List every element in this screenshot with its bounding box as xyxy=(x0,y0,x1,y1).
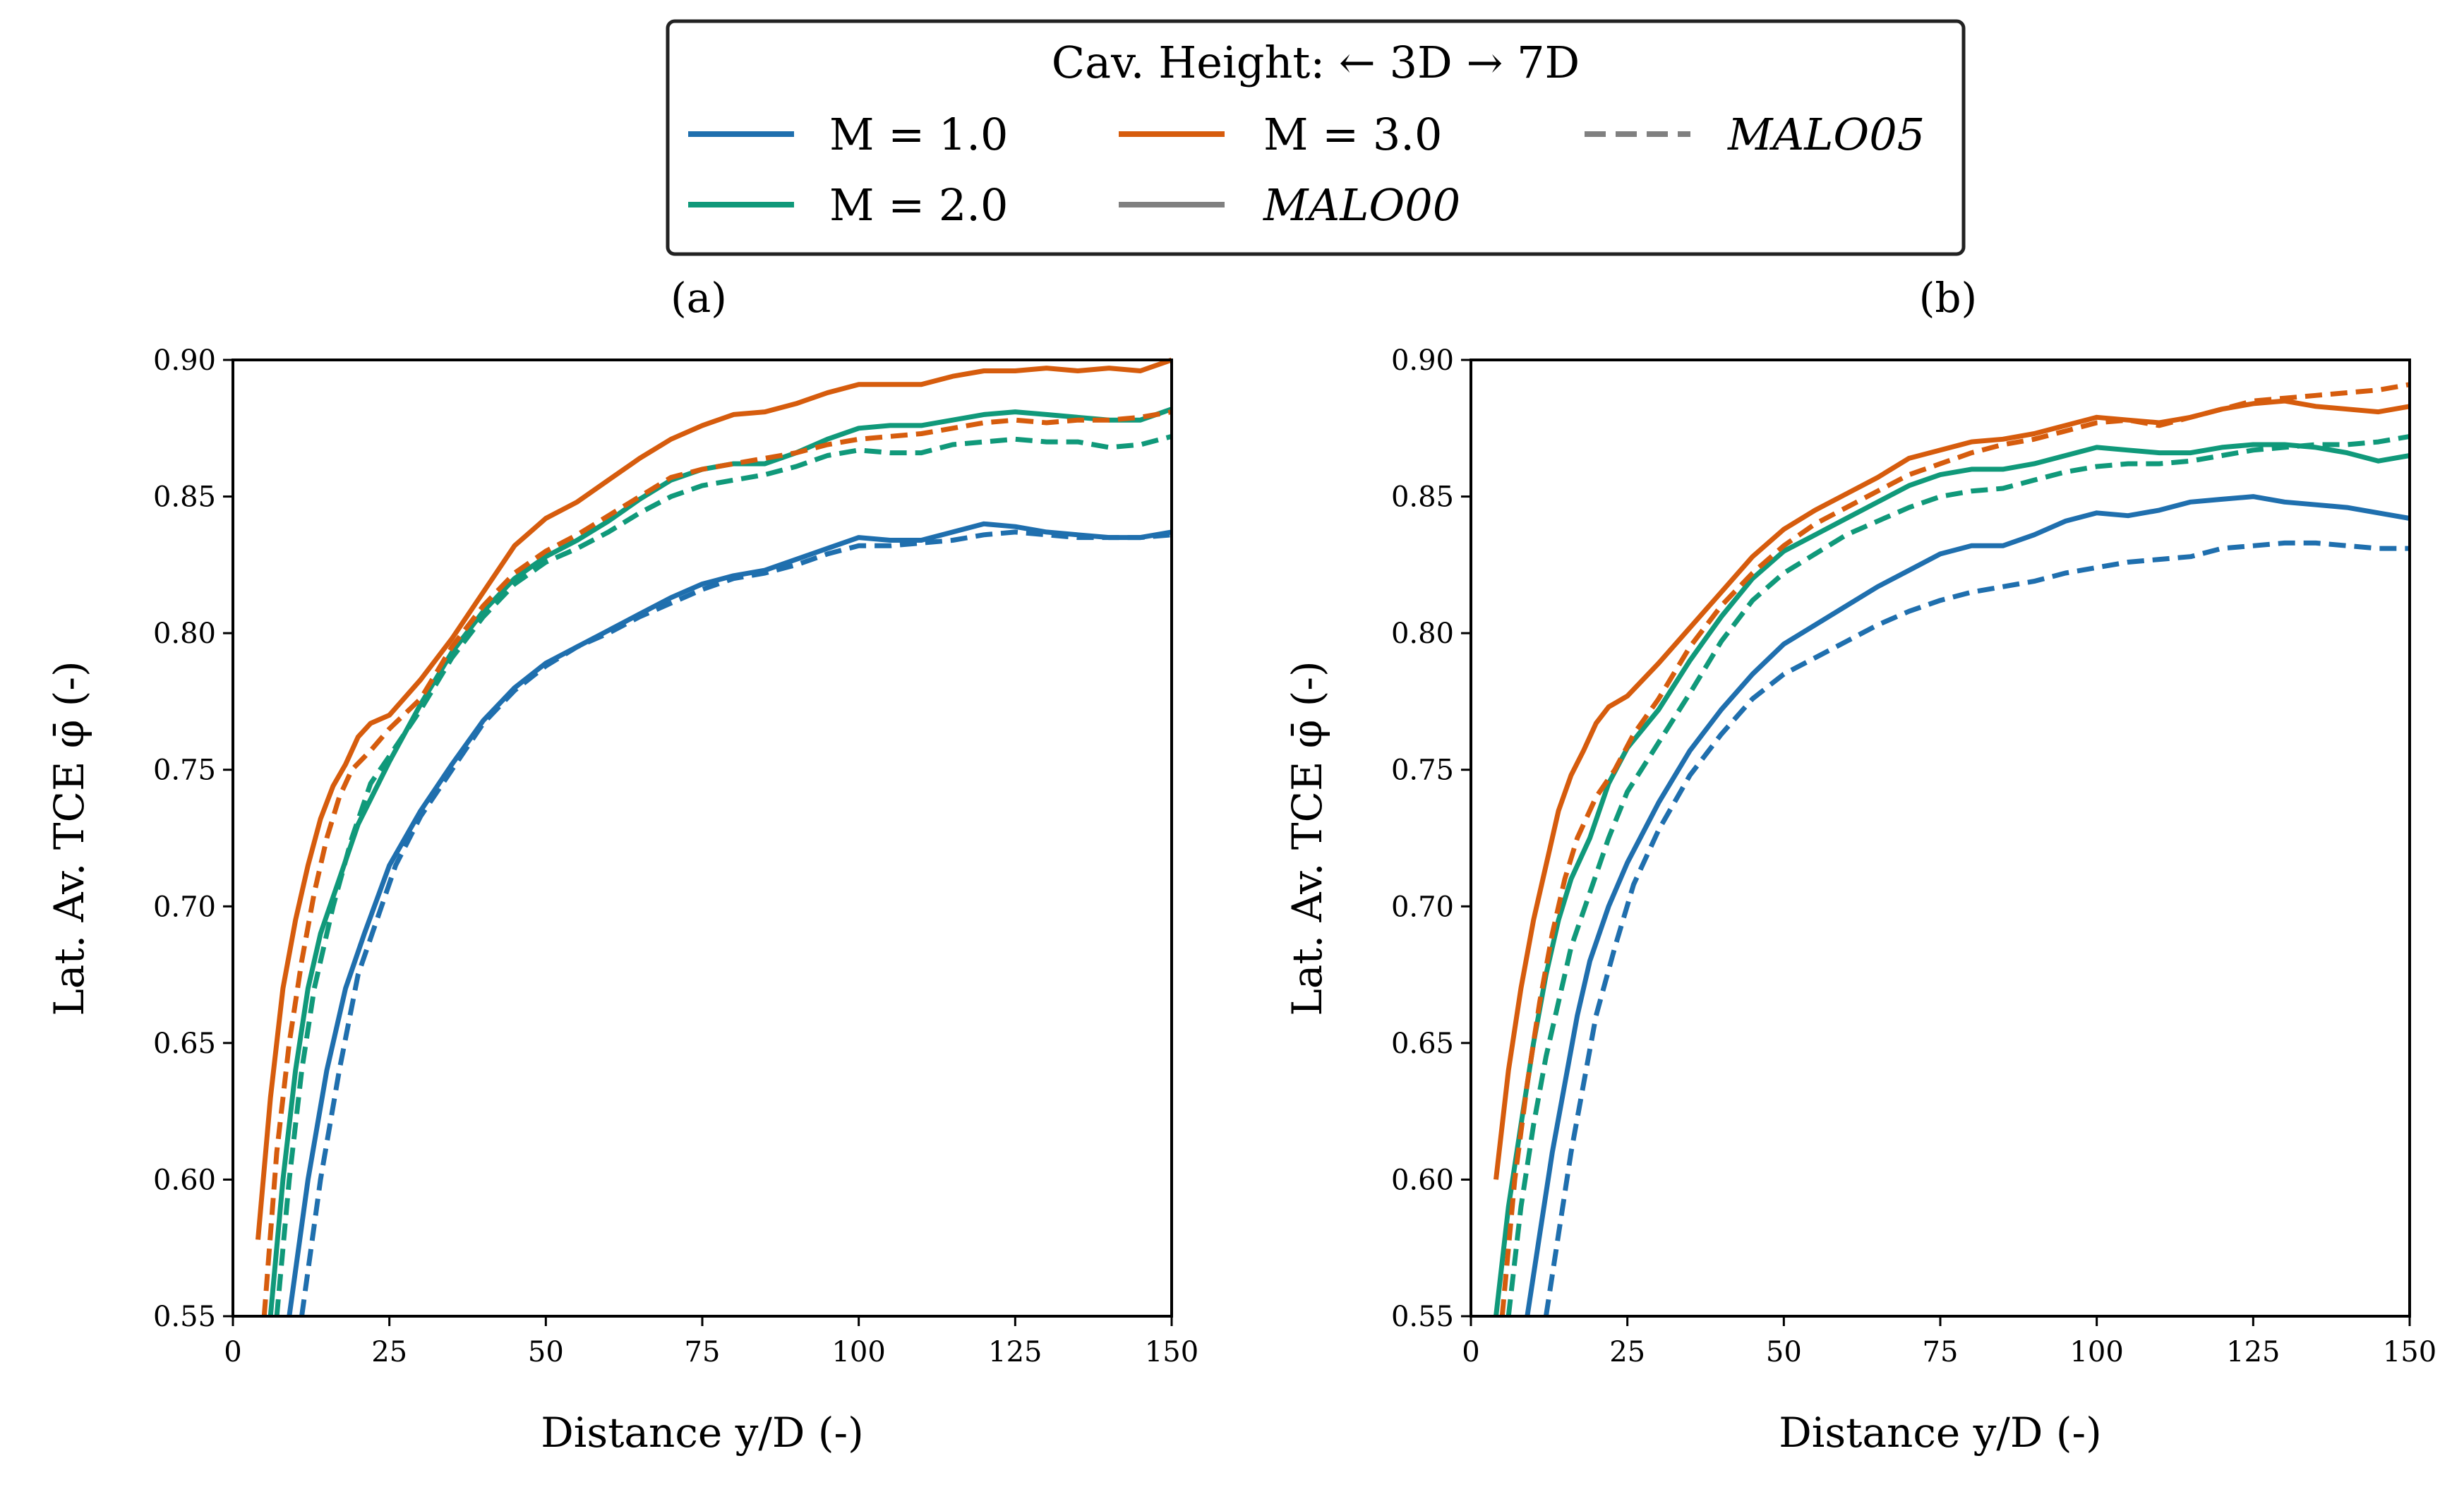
panel-label-a: (a) xyxy=(671,274,727,322)
panel-a-xtick-label: 125 xyxy=(988,1336,1042,1368)
panel-b-xtick-label: 50 xyxy=(1766,1336,1802,1368)
panel-a-series-m-2-0-malo00 xyxy=(268,407,1173,1317)
panel-b-xtick-label: 125 xyxy=(2226,1336,2280,1368)
panel-b-xtick-label: 150 xyxy=(2383,1336,2436,1368)
panel-a-axes-frame xyxy=(232,359,1173,1318)
legend-label-m1: M = 1.0 xyxy=(829,109,1008,160)
panel-a-xtick-label: 50 xyxy=(528,1336,564,1368)
panel-a-ytick-label: 0.70 xyxy=(153,891,216,923)
panel-b-ticks: 0 25 50 75 100 125 150 0.55 0.60 0.65 0.70 0.75 0.80… xyxy=(1391,344,2436,1368)
panel-b-ytick-label: 0.85 xyxy=(1391,481,1454,514)
panel-a-series-m-1-0-malo00 xyxy=(287,521,1172,1317)
panel-b-series-m-3-0-malo05 xyxy=(1499,382,2410,1317)
panel-b-series-m-2-0-malo00 xyxy=(1494,442,2410,1317)
panel-label-b: (b) xyxy=(1919,274,1977,322)
panel-b-xlabel: Distance y/D (-) xyxy=(1779,1409,2101,1457)
legend: Cav. Height: ← 3D → 7D M = 1.0 M = 2.0 M… xyxy=(666,19,1966,256)
panel-a-ytick-label: 0.60 xyxy=(153,1164,216,1196)
panel-a-ytick-label: 0.90 xyxy=(153,344,216,377)
panel-a-xtick-label: 150 xyxy=(1145,1336,1198,1368)
panel-b-xtick-label: 25 xyxy=(1609,1336,1645,1368)
panel-b-ylabel: Lat. Av. TCE φ̄ (-) xyxy=(1283,661,1331,1016)
panel-a-series-m-3-0-malo00 xyxy=(256,357,1173,1240)
panel-a-ytick-label: 0.85 xyxy=(153,481,216,514)
panel-a-xtick-label: 100 xyxy=(831,1336,885,1368)
panel-b-ytick-label: 0.75 xyxy=(1391,754,1454,787)
legend-frame xyxy=(666,19,1966,256)
panel-b-series xyxy=(1494,382,2410,1317)
panel-a-series-m-2-0-malo05 xyxy=(274,434,1172,1317)
legend-label-malo05: MALO05 xyxy=(1727,109,1925,160)
panel-a: (a) 0 25 50 75 100 125 150 0.55 0.60 0.65 0.70 0.75… xyxy=(45,274,1198,1457)
panel-a-xtick-label: 25 xyxy=(371,1336,407,1368)
panel-a-xtick-label: 0 xyxy=(224,1336,241,1368)
legend-label-m3: M = 3.0 xyxy=(1263,109,1442,160)
panel-b-xtick-label: 100 xyxy=(2069,1336,2123,1368)
panel-b-xtick-label: 0 xyxy=(1462,1336,1479,1368)
panel-b-ytick-label: 0.90 xyxy=(1391,344,1454,377)
legend-label-m2: M = 2.0 xyxy=(829,179,1008,231)
panel-b-ytick-label: 0.70 xyxy=(1391,891,1454,923)
panel-b-series-m-3-0-malo00 xyxy=(1494,398,2410,1180)
panel-a-xtick-label: 75 xyxy=(685,1336,721,1368)
panel-a-ticks: 0 25 50 75 100 125 150 0.55 0.60 0.65 0.70 0.75 0.80… xyxy=(153,344,1198,1368)
legend-label-malo00: MALO00 xyxy=(1263,179,1460,231)
panel-b: (b) 0 25 50 75 100 125 150 0.55 0.60 0.65 0.70 0.75… xyxy=(1283,274,2436,1457)
panel-b-xtick-label: 75 xyxy=(1923,1336,1959,1368)
panel-b-ytick-label: 0.65 xyxy=(1391,1028,1454,1060)
panel-a-ytick-label: 0.65 xyxy=(153,1028,216,1060)
panel-b-ytick-label: 0.55 xyxy=(1391,1301,1454,1333)
panel-a-ylabel: Lat. Av. TCE φ̄ (-) xyxy=(45,661,93,1016)
legend-title: Cav. Height: ← 3D → 7D xyxy=(1052,37,1580,88)
panel-a-series-m-1-0-malo05 xyxy=(299,529,1172,1317)
panel-b-axes-frame xyxy=(1470,359,2411,1318)
panel-a-series-m-3-0-malo05 xyxy=(261,409,1172,1317)
panel-b-series-m-2-0-malo05 xyxy=(1506,433,2410,1317)
panel-b-ytick-label: 0.80 xyxy=(1391,618,1454,650)
panel-b-series-m-1-0-malo05 xyxy=(1543,540,2410,1317)
panel-a-series xyxy=(256,357,1173,1317)
panel-a-ytick-label: 0.55 xyxy=(153,1301,216,1333)
panel-a-ytick-label: 0.80 xyxy=(153,618,216,650)
panel-b-ytick-label: 0.60 xyxy=(1391,1164,1454,1196)
panel-a-ytick-label: 0.75 xyxy=(153,754,216,787)
panel-b-series-m-1-0-malo00 xyxy=(1525,494,2410,1317)
panel-a-xlabel: Distance y/D (-) xyxy=(541,1409,863,1457)
